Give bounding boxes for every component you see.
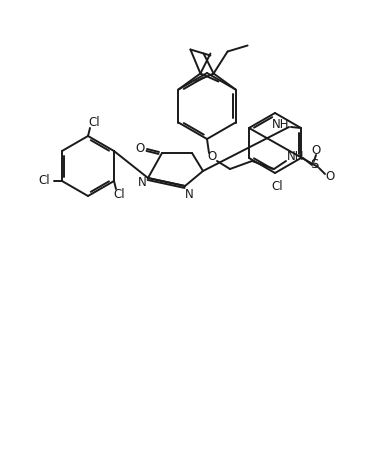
Text: O: O <box>326 170 335 184</box>
Text: Cl: Cl <box>38 175 50 188</box>
Text: NH: NH <box>287 151 305 164</box>
Text: O: O <box>311 144 321 157</box>
Text: Cl: Cl <box>271 180 283 193</box>
Text: Cl: Cl <box>88 115 100 129</box>
Text: O: O <box>207 151 217 164</box>
Text: O: O <box>135 142 145 155</box>
Text: Cl: Cl <box>113 189 125 202</box>
Text: N: N <box>138 176 146 189</box>
Text: S: S <box>310 158 318 171</box>
Text: N: N <box>185 188 193 201</box>
Text: NH: NH <box>272 119 290 132</box>
